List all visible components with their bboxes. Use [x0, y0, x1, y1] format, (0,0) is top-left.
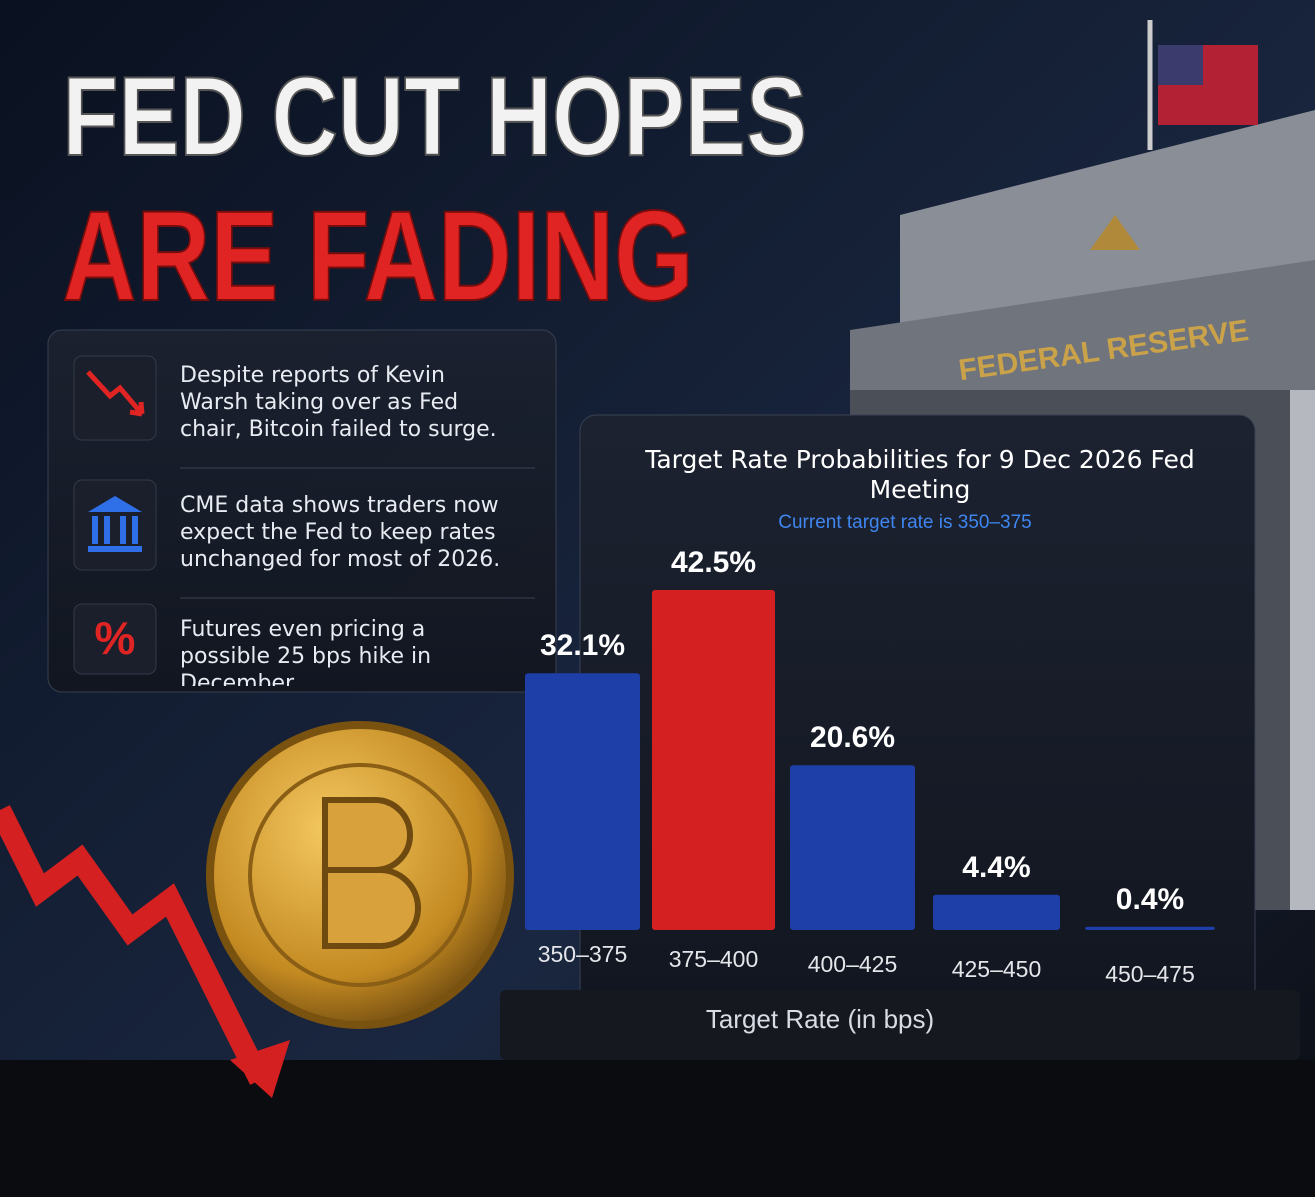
value-label: 20.6% — [810, 721, 895, 754]
point-text: Despite reports of Kevin Warsh taking ov… — [180, 363, 497, 442]
coin-ring — [248, 763, 472, 987]
icon-box — [73, 479, 157, 571]
point-text: CME data shows traders now expect the Fe… — [180, 493, 501, 572]
floor — [0, 1060, 1315, 1197]
x-tick-label: 350–375 — [538, 941, 628, 967]
x-tick-label: 375–400 — [669, 946, 759, 972]
arrow-head — [230, 1040, 290, 1098]
x-tick-label: 425–450 — [952, 956, 1042, 982]
icon-box — [73, 355, 157, 441]
value-label: 32.1% — [540, 629, 625, 662]
icon-box — [73, 603, 157, 675]
x-tick-label: 450–475 — [1105, 961, 1195, 987]
x-axis-label: Target Rate (in bps) — [706, 1004, 934, 1034]
percent-icon: % — [95, 612, 136, 664]
info-panel — [47, 329, 557, 693]
x-tick-label: 400–425 — [808, 951, 898, 977]
bar — [790, 765, 915, 930]
bar-chart: 32.1% 350–375 42.5% 375–400 20.6% 400–425 4.4%… — [525, 546, 1215, 987]
bar — [525, 673, 640, 930]
chart-title: Target Rate Probabilities for 9 Dec 2026… — [645, 445, 1195, 504]
chart-base — [500, 990, 1300, 1060]
down-icon — [86, 370, 145, 417]
value-label: 42.5% — [671, 546, 756, 579]
chart-subtitle: Current target rate is 350–375 — [778, 512, 1032, 533]
value-label: 0.4% — [1116, 883, 1184, 916]
bank-icon — [88, 496, 142, 552]
bar — [1085, 926, 1215, 930]
value-label: 4.4% — [962, 851, 1030, 884]
chart-title: Target Rate Probabilities for 9 Dec 2026… — [645, 445, 1195, 504]
headline-line2: ARE FADING — [62, 184, 693, 328]
coin-symbol — [322, 797, 421, 949]
point-text: CME data shows traders now expect the Fe… — [180, 493, 501, 572]
headline-line1: FED CUT HOPES — [62, 53, 807, 179]
point-text: Futures even pricing a possible 25 bps h… — [180, 617, 432, 686]
bar — [933, 894, 1060, 930]
point-text: Futures even pricing a possible 25 bps h… — [180, 617, 432, 686]
bar — [652, 590, 775, 930]
falling-arrow — [0, 805, 270, 1085]
point-text: Despite reports of Kevin Warsh taking ov… — [180, 363, 497, 442]
